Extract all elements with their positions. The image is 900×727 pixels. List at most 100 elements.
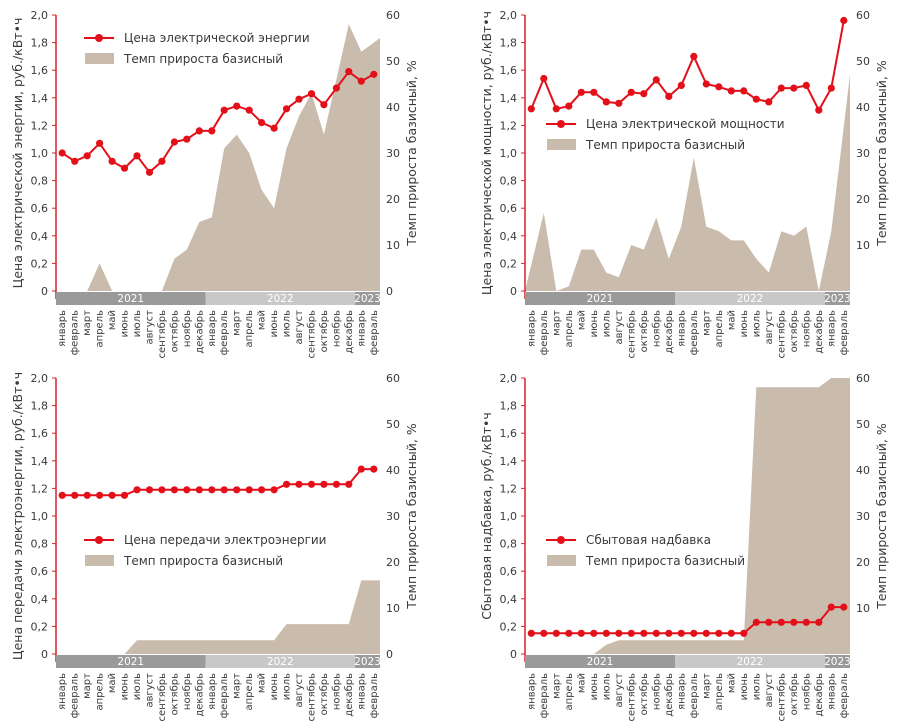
price-line-point (258, 486, 266, 494)
price-line-point (577, 88, 585, 96)
price-line-point (270, 486, 278, 494)
year-band (825, 292, 850, 305)
left-axis-title: Цена передачи электроэнергии, руб./кВт•ч (10, 372, 25, 660)
price-line-point (715, 83, 723, 91)
left-axis-tick-label: 0 (510, 285, 517, 298)
right-axis-tick-label: 50 (386, 55, 400, 68)
month-tick-label: май (107, 310, 118, 330)
price-line-point (652, 629, 660, 637)
month-tick-label: декабрь (194, 673, 205, 717)
month-tick-label: апрель (564, 310, 575, 348)
right-axis-tick-label: 10 (856, 239, 870, 252)
year-band-label: 2022 (267, 293, 294, 305)
month-tick-label: февраль (70, 310, 81, 355)
month-tick-label: февраль (369, 673, 380, 718)
price-line-point (245, 106, 253, 114)
chart-panel-capacity-price: 0 0,2 0,4 0,6 0,8 1,0 1,2 1,4 1,6 1,8 2,0 10 20 30 40 5… (479, 9, 889, 358)
legend-area-swatch (547, 555, 576, 566)
price-line-point (282, 105, 291, 113)
price-line-point (627, 629, 635, 637)
year-band (525, 292, 675, 305)
month-tick-label: декабрь (664, 673, 675, 717)
price-line-point (120, 164, 129, 172)
month-tick-label: февраль (369, 310, 380, 355)
month-tick-label: июль (601, 673, 612, 700)
right-axis-tick-label: 40 (856, 464, 870, 477)
price-line-point (133, 152, 141, 160)
left-axis-title: Сбытовая надбавка, руб./кВт•ч (479, 412, 494, 620)
price-line-point (295, 95, 303, 103)
month-tick-label: апрель (244, 673, 255, 711)
price-line-point (677, 81, 685, 89)
price-line-point (145, 486, 154, 494)
price-line-point (790, 618, 798, 626)
month-tick-label: март (82, 673, 93, 699)
year-band (355, 655, 380, 668)
right-axis-tick-label: 40 (386, 101, 400, 114)
price-line-point (840, 16, 848, 25)
price-line-point (108, 491, 116, 499)
month-tick-label: декабрь (194, 310, 205, 354)
month-tick-label: май (107, 673, 118, 693)
month-tick-label: август (614, 673, 625, 708)
month-tick-label: март (232, 673, 243, 699)
chart-legend: Цена передачи электроэнергии Темп прирост… (84, 533, 326, 568)
price-line-point (170, 486, 178, 494)
left-axis-tick-label: 0,8 (31, 538, 49, 551)
left-axis-tick-label: 0 (41, 285, 48, 298)
month-tick-label: сентябрь (157, 673, 168, 722)
month-tick-label: май (726, 310, 737, 330)
price-line-point (295, 480, 303, 488)
price-line-point (590, 629, 598, 637)
price-line-point (282, 480, 291, 488)
growth-area-series (525, 378, 850, 654)
year-band (56, 655, 206, 668)
month-tick-label: июнь (739, 673, 750, 700)
month-tick-label: май (257, 310, 268, 330)
month-tick-label: март (701, 310, 712, 336)
month-tick-label: июль (282, 673, 293, 700)
price-line-point (58, 149, 66, 157)
left-axis-tick-label: 1,8 (500, 37, 518, 50)
left-axis-tick-label: 2,0 (31, 372, 49, 385)
price-line-point (740, 87, 748, 95)
left-axis-tick-label: 1,2 (31, 482, 49, 495)
legend-line-marker (557, 120, 565, 128)
right-axis-tick-label: 60 (856, 9, 870, 22)
left-axis-tick-label: 0,2 (31, 620, 49, 633)
month-tick-label: октябрь (169, 673, 180, 716)
month-tick-label: январь (526, 310, 537, 347)
month-tick-label: январь (676, 310, 687, 347)
price-line-point (777, 618, 785, 626)
left-axis-tick-label: 0,2 (500, 257, 518, 270)
price-line-point (527, 629, 535, 637)
month-tick-label: ноябрь (801, 310, 812, 347)
left-axis-tick-label: 0,6 (500, 565, 518, 578)
month-tick-label: март (232, 310, 243, 336)
month-tick-label: август (144, 673, 155, 708)
left-axis-tick-label: 0 (41, 648, 48, 661)
month-tick-label: июнь (589, 310, 600, 337)
month-tick-label: апрель (95, 310, 106, 348)
chart-legend: Цена электрической энергии Темп прироста … (84, 31, 310, 66)
left-axis-tick-label: 0,6 (31, 202, 49, 215)
left-axis-tick-label: 2,0 (31, 9, 49, 22)
right-axis-title: Темп прироста базисный, % (874, 60, 889, 247)
month-tick-label: август (294, 310, 305, 345)
left-axis-tick-label: 0,4 (500, 593, 518, 606)
month-tick-label: май (576, 310, 587, 330)
legend-area-label: Темп прироста базисный (585, 554, 745, 568)
price-line-point (357, 465, 365, 473)
month-tick-label: март (551, 673, 562, 699)
price-line-point (840, 603, 848, 611)
price-line-point (702, 629, 710, 637)
month-tick-label: май (726, 673, 737, 693)
price-line-point (83, 152, 91, 160)
left-axis-title: Цена электрической мощности, руб./кВт•ч (479, 11, 494, 295)
left-axis-tick-label: 1,2 (500, 119, 518, 132)
right-axis-title: Темп прироста базисный, % (874, 423, 889, 610)
left-axis-tick-label: 0,4 (31, 230, 49, 243)
price-line-point (815, 618, 823, 626)
price-line-point (727, 87, 735, 95)
legend-line-label: Цена электрической мощности (586, 117, 785, 131)
